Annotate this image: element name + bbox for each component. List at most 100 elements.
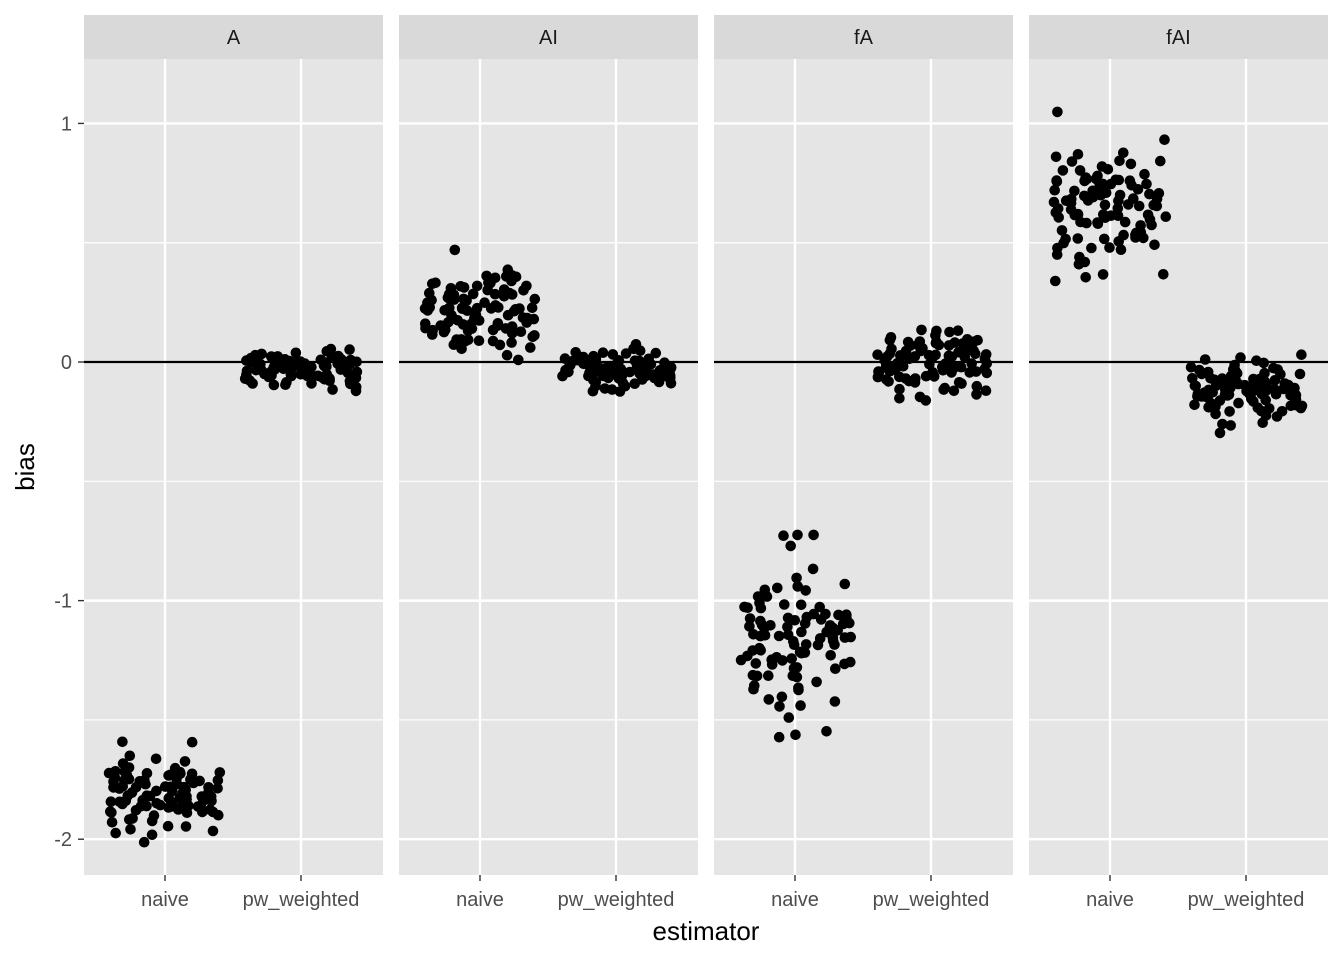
point-fa-pw_weighted <box>883 376 894 387</box>
point-fai-pw_weighted <box>1239 379 1251 391</box>
point-fai-naive <box>1051 175 1062 186</box>
point-ai-pw_weighted <box>613 373 625 384</box>
point-fai-naive <box>1160 211 1172 222</box>
y-tick-label: -2 <box>54 829 72 851</box>
point-fa-naive <box>829 696 841 707</box>
point-fai-naive <box>1056 225 1068 236</box>
point-fa-pw_weighted <box>914 391 926 403</box>
point-fai-naive <box>1119 216 1131 228</box>
point-a-pw_weighted <box>256 348 267 360</box>
point-fai-pw_weighted <box>1199 354 1211 365</box>
point-ai-naive <box>471 280 483 292</box>
point-fa-naive <box>824 620 836 631</box>
point-fai-pw_weighted <box>1194 364 1205 376</box>
point-fai-naive <box>1080 172 1091 183</box>
panel-a-background <box>84 59 383 875</box>
point-a-pw_weighted <box>327 384 338 395</box>
y-tick-label: -1 <box>54 591 72 613</box>
y-tick-label: 0 <box>61 352 72 374</box>
point-fa-pw_weighted <box>894 371 905 383</box>
point-ai-naive <box>430 277 441 289</box>
point-a-naive <box>180 821 192 832</box>
point-fa-naive <box>744 613 756 624</box>
point-fai-naive <box>1052 106 1063 118</box>
point-fa-naive <box>796 626 807 638</box>
point-fa-naive <box>788 639 800 650</box>
x-tick-label-naive: naive <box>771 889 819 911</box>
point-ai-pw_weighted <box>560 364 571 376</box>
point-fai-pw_weighted <box>1290 399 1302 411</box>
point-a-pw_weighted <box>268 379 280 391</box>
point-fa-pw_weighted <box>894 393 905 404</box>
point-fa-pw_weighted <box>956 378 967 389</box>
point-a-pw_weighted <box>280 379 291 391</box>
point-fa-pw_weighted <box>894 383 905 395</box>
point-ai-naive <box>462 325 474 337</box>
point-fa-naive <box>763 694 775 705</box>
point-a-pw_weighted <box>319 374 330 385</box>
point-fai-pw_weighted <box>1294 368 1306 380</box>
point-fai-naive <box>1094 178 1105 190</box>
point-fa-pw_weighted <box>924 358 935 370</box>
strip-label-fai: fAI <box>1166 27 1190 49</box>
point-a-pw_weighted <box>279 354 291 365</box>
x-tick-label-naive: naive <box>1086 889 1134 911</box>
point-ai-pw_weighted <box>640 370 652 382</box>
point-fai-naive <box>1092 218 1104 229</box>
point-fai-naive <box>1049 184 1060 196</box>
point-fai-naive <box>1159 134 1170 145</box>
point-fa-pw_weighted <box>971 389 982 400</box>
point-a-naive <box>188 777 199 789</box>
point-fa-naive <box>782 621 793 633</box>
point-ai-naive <box>457 303 468 315</box>
point-a-naive <box>141 800 152 812</box>
point-ai-naive <box>487 335 499 347</box>
point-fa-pw_weighted <box>930 349 941 361</box>
point-a-naive <box>154 799 166 811</box>
point-fa-naive <box>755 645 766 656</box>
point-a-pw_weighted <box>336 354 348 366</box>
point-ai-naive <box>469 309 481 320</box>
point-fai-pw_weighted <box>1260 394 1271 406</box>
point-fai-pw_weighted <box>1202 366 1214 378</box>
point-fa-naive <box>773 731 785 743</box>
point-a-naive <box>110 766 121 777</box>
strip-label-a: A <box>227 27 241 49</box>
point-fai-naive <box>1126 180 1137 191</box>
point-fa-pw_weighted <box>872 371 884 383</box>
point-fa-naive <box>808 529 819 541</box>
point-a-naive <box>126 787 138 798</box>
point-fa-pw_weighted <box>955 361 967 373</box>
point-fa-pw_weighted <box>946 367 957 378</box>
point-ai-pw_weighted <box>624 366 636 378</box>
point-ai-naive <box>506 337 517 348</box>
strip-ai <box>399 15 698 59</box>
x-tick-label-naive: naive <box>456 889 504 911</box>
point-fai-pw_weighted <box>1216 373 1228 384</box>
point-ai-pw_weighted <box>650 347 662 359</box>
point-a-naive <box>141 768 153 779</box>
point-fai-pw_weighted <box>1276 406 1288 417</box>
point-fa-naive <box>772 582 783 594</box>
point-a-naive <box>106 817 118 828</box>
point-fa-naive <box>763 670 774 681</box>
point-fai-naive <box>1060 195 1072 206</box>
point-fa-pw_weighted <box>971 380 983 392</box>
point-a-naive <box>114 783 125 794</box>
point-fai-naive <box>1118 147 1129 159</box>
point-ai-naive <box>427 329 438 340</box>
point-fa-naive <box>792 581 803 592</box>
point-fa-naive <box>773 630 785 642</box>
point-a-naive <box>186 736 198 748</box>
point-fai-naive <box>1113 236 1124 247</box>
point-fa-naive <box>771 652 782 663</box>
point-fai-pw_weighted <box>1185 362 1197 373</box>
point-fa-naive <box>814 601 825 613</box>
point-fai-naive <box>1050 275 1061 287</box>
point-fa-pw_weighted <box>981 358 993 369</box>
strip-label-ai: AI <box>539 27 558 49</box>
point-fai-naive <box>1095 189 1106 201</box>
y-axis-title: bias <box>10 443 40 491</box>
